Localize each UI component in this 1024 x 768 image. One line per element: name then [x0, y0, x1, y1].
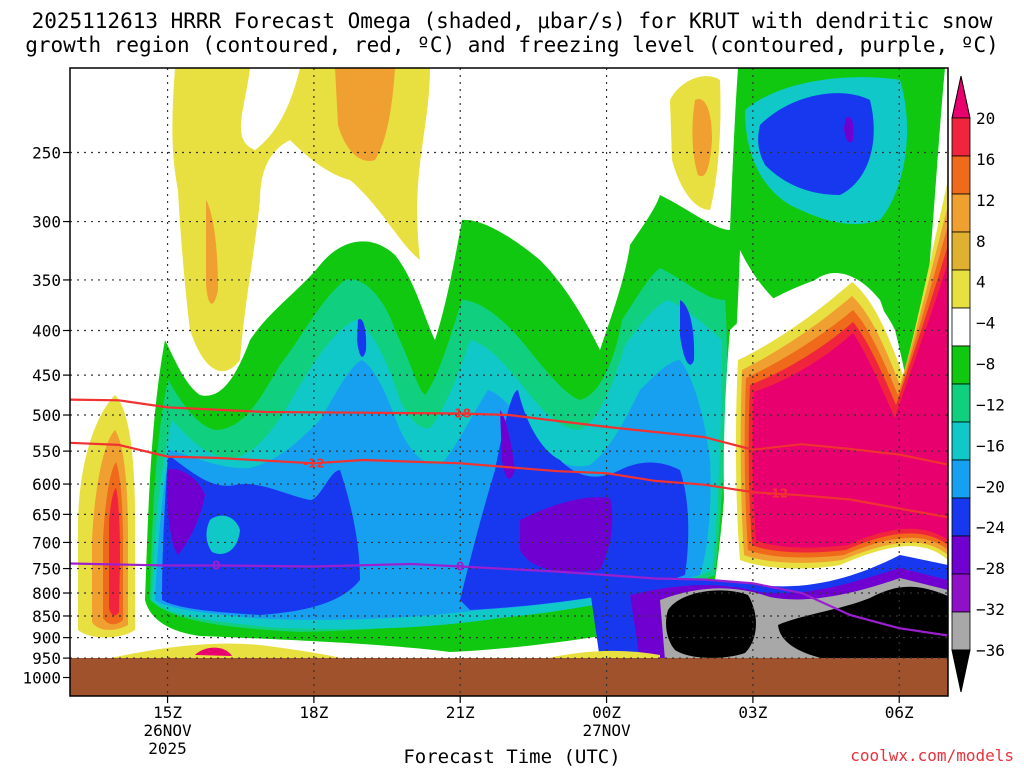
contour-lines: -18 -12 -12 0 0: [70, 398, 948, 637]
x-tick-label: 18Z: [299, 703, 328, 722]
colorbar-swatch: [951, 611, 971, 651]
omega-region-low-black-2: [778, 586, 948, 660]
source-credit: coolwx.com/models: [850, 746, 1014, 765]
contour-label: -18: [449, 406, 471, 420]
y-tick-label: 550: [32, 442, 61, 461]
colorbar-label: 16: [976, 150, 995, 169]
colorbar-swatch: [951, 155, 971, 195]
omega-region-right-upper-purple: [844, 117, 854, 143]
colorbar-swatch: [951, 307, 971, 347]
colorbar-label: 8: [976, 232, 986, 251]
terrain-below-ground: [70, 658, 948, 696]
omega-region-low-black-1: [666, 590, 756, 658]
omega-region-upper-orange-2: [206, 200, 218, 304]
colorbar-label: −24: [976, 518, 1005, 537]
y-tick-label: 800: [32, 584, 61, 603]
x-axis-label: Forecast Time (UTC): [403, 746, 621, 768]
colorbar-label: −36: [976, 641, 1005, 660]
colorbar-swatch: [951, 117, 971, 157]
colorbar-bottom-arrow: [951, 649, 971, 693]
y-tick-label: 500: [32, 406, 61, 425]
x-tick-date: 27NOV: [582, 721, 631, 740]
colorbar-swatch: [951, 345, 971, 385]
contour-label: 0: [456, 560, 464, 574]
colorbar-swatch: [951, 535, 971, 575]
colorbar-label: −28: [976, 559, 1005, 578]
colorbar-swatch: [951, 193, 971, 233]
y-tick-label: 250: [32, 144, 61, 163]
omega-region-right-20: [752, 262, 948, 548]
dendritic-snow-growth-region-contour: [70, 441, 948, 519]
x-tick-year: 2025: [148, 739, 187, 758]
colorbar-label: 4: [976, 273, 986, 292]
y-tick-label: 850: [32, 607, 61, 626]
y-tick-label: 650: [32, 505, 61, 524]
y-tick-label: 400: [32, 322, 61, 341]
chart-title-line-2: growth region (contoured, red, ºC) and f…: [25, 33, 999, 57]
omega-region-blue-small-2: [680, 300, 695, 365]
x-tick-date: 26NOV: [143, 721, 192, 740]
y-tick-label: 900: [32, 629, 61, 648]
y-axis-ticks: 250 300 350 400 450 500 550 600 650 700 750 800 850 9…: [22, 144, 70, 688]
x-tick-label: 03Z: [738, 703, 767, 722]
contour-label: -12: [303, 456, 325, 470]
omega-region-blue-small-1: [357, 319, 367, 357]
colorbar-label: −12: [976, 395, 1005, 414]
omega-region-right-upper-blue: [758, 93, 874, 195]
freezing-level-contour: [70, 562, 948, 637]
omega-shading: [70, 68, 948, 696]
y-tick-label: 450: [32, 366, 61, 385]
y-tick-label: 600: [32, 475, 61, 494]
omega-region-ground-magenta: [195, 647, 232, 656]
colorbar-label: −8: [976, 355, 995, 374]
colorbar-swatch: [951, 269, 971, 309]
contour-label: -12: [766, 487, 788, 501]
omega-region-upper-orange-1: [335, 68, 395, 161]
colorbar-label: −32: [976, 600, 1005, 619]
colorbar-label: −4: [976, 314, 995, 333]
x-tick-label: 21Z: [446, 703, 475, 722]
colorbar-swatch: [951, 383, 971, 423]
plot-frame: [69, 67, 949, 697]
x-tick-label: 06Z: [885, 703, 914, 722]
y-tick-label: 700: [32, 533, 61, 552]
x-tick-label: 15Z: [153, 703, 182, 722]
chart-title-line-1: 2025112613 HRRR Forecast Omega (shaded, …: [31, 9, 993, 33]
omega-region-purple: [167, 410, 613, 572]
y-tick-label: 1000: [22, 669, 61, 688]
colorbar-label: 20: [976, 109, 995, 128]
colorbar-label: 12: [976, 191, 995, 210]
y-tick-label: 350: [32, 271, 61, 290]
colorbar-label: −20: [976, 477, 1005, 496]
y-tick-label: 750: [32, 560, 61, 579]
colorbar-swatch: [951, 573, 971, 613]
colorbar-top-arrow: [951, 75, 971, 119]
omega-region-upper-orange-3: [692, 99, 712, 177]
colorbar-swatch: [951, 421, 971, 461]
omega-region-cyan-hole: [206, 515, 240, 554]
omega-region-left-20: [109, 488, 120, 616]
y-tick-label: 950: [32, 649, 61, 668]
dendritic-snow-growth-region-contour: [70, 398, 948, 466]
colorbar: 20 16 12 8 4 −4 −8 −12 −16 −20 −24 −28 −32 −36: [951, 75, 1005, 693]
colorbar-swatch: [951, 231, 971, 271]
colorbar-swatch: [951, 497, 971, 537]
colorbar-label: −16: [976, 436, 1005, 455]
colorbar-swatch: [951, 459, 971, 499]
contour-label: 0: [212, 559, 220, 573]
y-tick-label: 300: [32, 213, 61, 232]
x-tick-label: 00Z: [592, 703, 621, 722]
